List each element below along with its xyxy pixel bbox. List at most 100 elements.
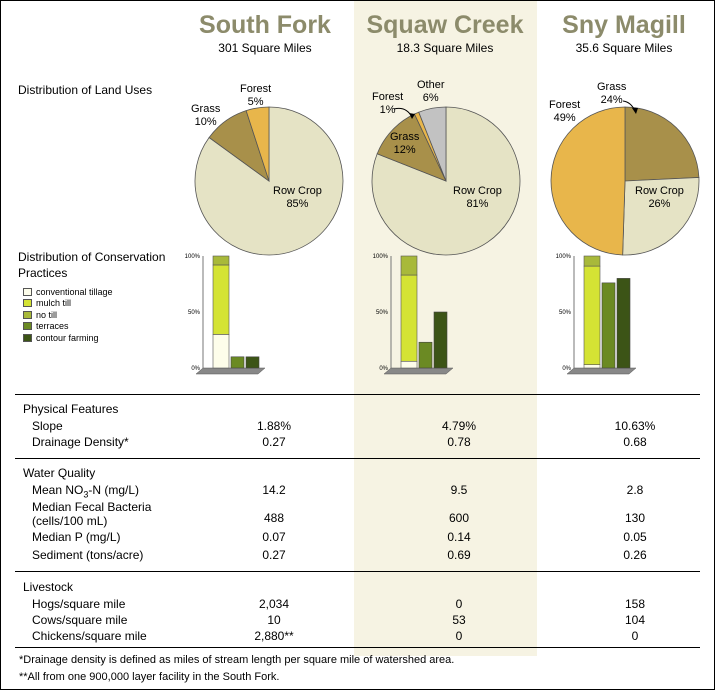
value-phosphorus-sny-magill: 0.05 [623,530,647,544]
value-hogs-south-fork: 2,034 [258,597,290,611]
pie-slice-forest [550,106,626,256]
pie-label-squaw-creek-row-crop: Row Crop 81% [453,185,502,210]
pie-slice-forest [245,106,270,182]
leader-arrow-sny-grass [632,108,638,114]
bar-segment-conventional-tillage [212,334,230,369]
bar-tick-label: 50% [559,310,572,316]
watershed-name-south-fork: South Fork [199,11,331,39]
bar-segment-conventional-tillage [400,360,418,369]
legend-item: mulch till [23,298,113,310]
value-nitrate-sny-magill: 2.8 [626,483,644,497]
row-label-slope: Slope [32,419,63,433]
bar-contour-farming [245,356,260,369]
value-bacteria-south-fork: 488 [263,511,285,525]
pie-label-sny-magill-forest: Forest 49% [549,99,581,124]
value-hogs-sny-magill: 158 [624,597,646,611]
value-nitrate-squaw-creek: 9.5 [450,483,468,497]
value-sediment-squaw-creek: 0.69 [447,548,471,562]
row-label-fecal-bacteria: Median Fecal Bacteria (cells/100 mL) [32,500,152,528]
legend-item: conventional tillage [23,286,113,298]
bar-floor [383,367,454,375]
bar-segment-mulch-till [400,274,418,362]
land-uses-label: Distribution of Land Uses [18,83,153,97]
leader-line-squaw-forest [393,107,413,118]
conservation-legend: conventional tillage mulch till no till … [23,286,113,344]
value-drainage-squaw-creek: 0.78 [447,435,471,449]
value-chickens-squaw-creek: 0 [455,629,463,643]
value-sediment-sny-magill: 0.26 [623,548,647,562]
watershed-name-sny-magill: Sny Magill [562,11,686,39]
legend-swatch [23,310,32,319]
section-title-livestock: Livestock [23,580,74,594]
value-nitrate-south-fork: 14.2 [262,483,286,497]
watershed-area-south-fork: 301 Square Miles [218,41,312,55]
value-cows-sny-magill: 104 [624,613,646,627]
bar-segment-no-till [400,255,418,276]
bar-segment-mulch-till [583,265,601,365]
bar-tick-label: 50% [188,310,201,316]
pie-label-south-fork-row-crop: Row Crop 85% [273,185,322,210]
conservation-label: Distribution of Conservation Practices [18,250,166,280]
bar-segment-conventional-tillage [583,364,601,369]
pie-label-south-fork-grass: Grass 10% [191,103,221,128]
bar-contour-farming [616,278,631,369]
bar-segment-mulch-till [212,264,230,335]
divider [15,647,700,648]
legend-item: terraces [23,321,113,333]
bar-tick-label: 100% [185,254,201,260]
row-label-chickens: Chickens/square mile [32,629,147,643]
value-cows-south-fork: 10 [267,613,281,627]
bar-tick-label: 0% [562,366,571,372]
bar-tick-label: 100% [556,254,572,260]
footnote-layer-facility: **All from one 900,000 layer facility in… [19,671,280,683]
bar-segment-no-till [583,255,601,267]
divider [15,571,700,572]
pie-label-squaw-creek-other: Other 6% [417,79,445,104]
leader-arrow-squaw-forest [409,113,415,119]
bar-segment-no-till [212,255,230,266]
value-chickens-south-fork: 2,880** [254,629,294,643]
pie-label-sny-magill-grass: Grass 24% [597,81,627,106]
bar-terraces [230,356,245,369]
pie-chart-squaw-creek [371,106,521,256]
divider [15,394,700,395]
legend-swatch [23,299,32,308]
pie-slice-row-crop [622,177,700,256]
legend-swatch [23,322,32,331]
row-label-drainage-density: Drainage Density* [32,435,129,449]
value-slope-south-fork: 1.88% [256,419,292,433]
pie-chart-sny-magill [550,106,700,256]
bar-contour-farming [433,311,448,369]
pie-slice-grass [624,106,700,182]
bar-terraces [601,282,616,369]
pie-label-squaw-creek-grass: Grass 12% [390,131,420,156]
bar-tick-label: 0% [379,366,388,372]
row-label-cows: Cows/square mile [32,613,128,627]
value-phosphorus-squaw-creek: 0.14 [447,530,471,544]
watershed-area-sny-magill: 35.6 Square Miles [575,41,673,55]
section-title-water-quality: Water Quality [23,466,96,480]
value-phosphorus-south-fork: 0.07 [262,530,286,544]
value-cows-squaw-creek: 53 [452,613,466,627]
divider [15,458,700,459]
pie-chart-south-fork [194,106,344,256]
legend-swatch [23,287,32,296]
value-slope-squaw-creek: 4.79% [441,419,477,433]
row-label-hogs: Hogs/square mile [32,597,126,611]
bar-floor [195,367,266,375]
value-sediment-south-fork: 0.27 [262,548,286,562]
legend-swatch [23,333,32,342]
row-label-sediment: Sediment (tons/acre) [32,548,144,562]
pie-slice-other [418,106,447,182]
pie-label-squaw-creek-forest: Forest 1% [372,91,404,116]
bar-floor [566,367,637,375]
value-bacteria-sny-magill: 130 [624,511,646,525]
watershed-name-squaw-creek: Squaw Creek [366,11,524,39]
footnote-drainage-density: *Drainage density is defined as miles of… [19,654,455,666]
watershed-area-squaw-creek: 18.3 Square Miles [396,41,494,55]
section-title-physical-features: Physical Features [23,402,119,416]
value-hogs-squaw-creek: 0 [455,597,463,611]
value-drainage-sny-magill: 0.68 [623,435,647,449]
